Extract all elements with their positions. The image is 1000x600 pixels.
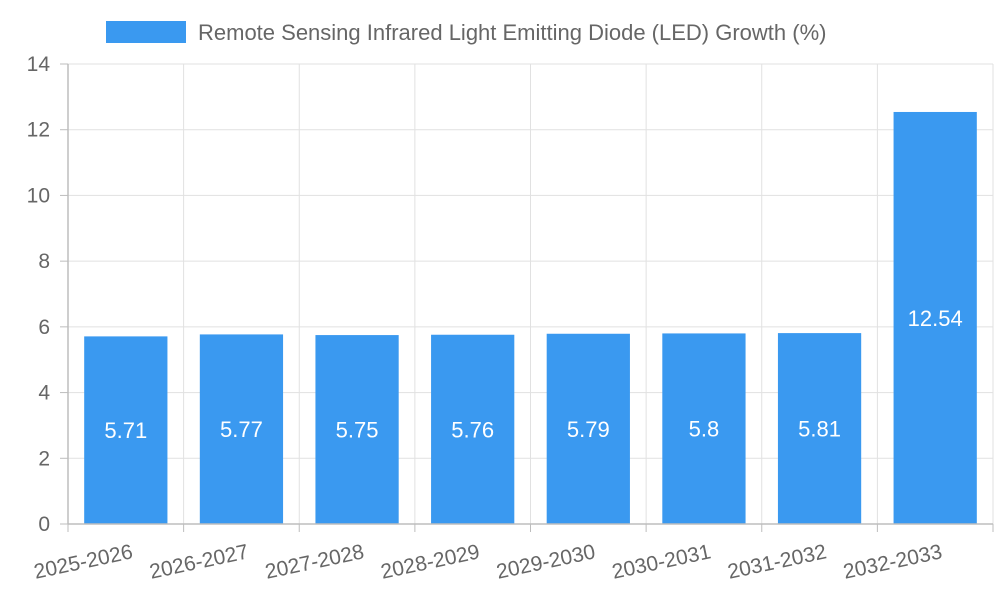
data-label-2029-2030: 5.79 [567,417,610,442]
y-tick-label: 4 [38,382,50,405]
y-tick-label: 8 [38,250,50,273]
data-label-2030-2031: 5.8 [689,417,720,442]
x-tick-label-2031-2032: 2031-2032 [726,540,829,583]
bar-2031-2032[interactable] [777,333,862,524]
bar-2025-2026[interactable] [84,336,168,524]
y-tick-label: 12 [27,119,50,142]
bar-2030-2031[interactable] [662,333,746,524]
y-tick-label: 14 [27,53,51,76]
bar-2028-2029[interactable] [431,334,515,524]
bar-2027-2028[interactable] [315,335,399,524]
y-tick-label: 6 [38,316,50,339]
grid [68,63,994,524]
x-tick-label-2025-2026: 2025-2026 [32,540,135,583]
bar-2029-2030[interactable] [546,333,630,524]
legend-swatch [106,21,186,43]
x-tick-label-2032-2033: 2032-2033 [841,540,944,583]
y-tick-label: 0 [38,513,50,536]
data-label-2032-2033: 12.54 [908,306,963,331]
data-labels: 5.71 5.77 5.75 5.76 5.79 5.8 5.81 12.54 [104,306,962,443]
x-tick-label-2028-2029: 2028-2029 [379,540,482,583]
x-tick-label-2029-2030: 2029-2030 [494,540,597,583]
bar-2026-2027[interactable] [199,334,284,524]
y-axis-ticks: 0 2 4 6 8 10 12 14 [27,53,68,536]
x-tick-label-2030-2031: 2030-2031 [610,540,713,583]
data-label-2031-2032: 5.81 [798,417,841,442]
data-label-2026-2027: 5.77 [220,417,263,442]
data-label-2028-2029: 5.76 [451,417,494,442]
bars [84,111,977,524]
y-tick-label: 10 [27,184,50,207]
data-label-2025-2026: 5.71 [104,418,147,443]
legend-label: Remote Sensing Infrared Light Emitting D… [198,20,826,45]
legend[interactable]: Remote Sensing Infrared Light Emitting D… [106,20,826,45]
x-tick-label-2027-2028: 2027-2028 [263,540,366,583]
bar-2032-2033[interactable] [893,111,977,524]
x-axis-ticks: 2025-2026 2026-2027 2027-2028 2028-2029 2029… [32,524,994,584]
y-tick-label: 2 [38,447,50,470]
x-tick-label-2026-2027: 2026-2027 [147,540,250,583]
data-label-2027-2028: 5.75 [336,418,379,443]
